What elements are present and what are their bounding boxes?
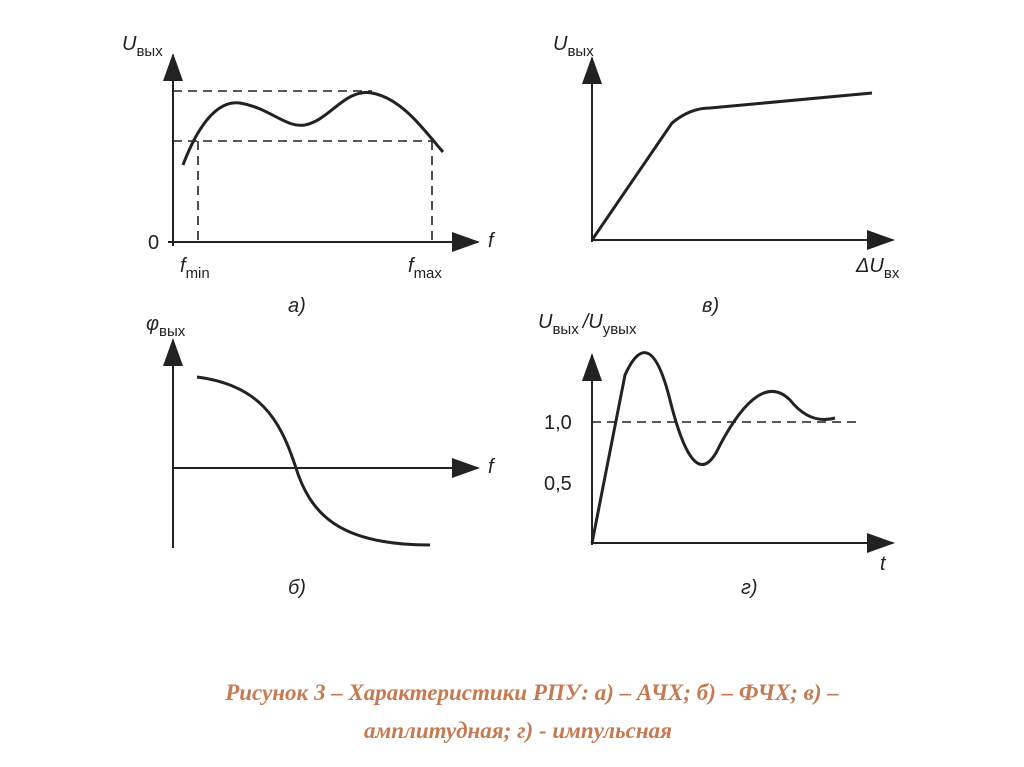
marker-label: fmin: [180, 255, 210, 282]
curve: [181, 91, 445, 166]
panel-a: Uвых 0 f fmin fmax а): [122, 33, 496, 317]
x-label: t: [880, 553, 887, 575]
caption-line: амплитудная; г) - импульсная: [364, 718, 672, 743]
x-label: ΔUвх: [855, 255, 900, 282]
origin: 0: [148, 232, 159, 254]
panel-label: г): [741, 577, 758, 599]
panel-label: б): [288, 577, 306, 599]
y-label: Uвых: [122, 33, 163, 60]
y-label: Uвых: [553, 33, 594, 60]
panel-v: Uвых ΔUвх в): [553, 33, 900, 317]
panel-g: Uвых/Uувых 1,0 0,5 t г): [538, 311, 895, 599]
caption-line: Рисунок 3 – Характеристики РПУ: а) – АЧХ…: [224, 680, 839, 705]
marker-label: fmax: [408, 255, 442, 282]
x-label: f: [488, 456, 496, 478]
panel-label: а): [288, 295, 306, 317]
x-label: f: [488, 230, 496, 252]
curve: [590, 91, 873, 241]
panel-b: φвых f б): [146, 313, 496, 599]
panel-label: в): [702, 295, 719, 317]
level-label: 0,5: [544, 473, 572, 495]
y-label: φвых: [146, 313, 186, 340]
level-label: 1,0: [544, 412, 572, 434]
y-label: Uвых/Uувых: [538, 311, 637, 338]
curve: [590, 351, 836, 544]
curve: [196, 375, 431, 547]
